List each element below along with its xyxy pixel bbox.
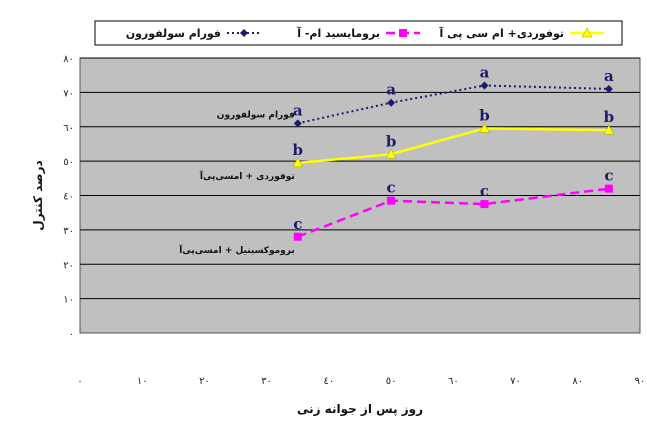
- y-tick-label: ٠: [69, 329, 74, 340]
- y-tick-label: ٨٠: [63, 54, 74, 65]
- significance-letter: b: [479, 106, 490, 124]
- data-point: [480, 81, 489, 90]
- x-tick-label: ٧٠: [510, 376, 521, 387]
- data-point: [399, 29, 407, 37]
- legend-entry: توفوردی+ ام سی پی آ: [438, 26, 604, 40]
- y-tick-label: ٢٠: [63, 260, 74, 271]
- significance-letter: a: [604, 67, 614, 85]
- series-line: [297, 187, 610, 238]
- data-point: [293, 232, 302, 241]
- significance-letter: c: [480, 182, 489, 200]
- y-tick-label: ٥٠: [63, 157, 74, 168]
- x-tick-label: ٩٠: [635, 376, 646, 387]
- y-axis-ticks: ٠ ١٠ ٢٠ ٣٠ ٤٠ ٥٠ ٦٠ ٧٠ ٨٠: [63, 54, 74, 340]
- data-point: [292, 157, 304, 168]
- x-tick-label: ٨٠: [572, 376, 583, 387]
- legend-label: فورام سولفورون: [126, 27, 221, 40]
- legend-entry: فورام سولفورون: [126, 27, 261, 40]
- data-point: [387, 98, 396, 107]
- significance-letter: c: [293, 215, 302, 233]
- series-1: c c c c بروموکسینیل + امسی‌پی‌آ: [178, 167, 613, 256]
- x-tick-label: ٥٠: [386, 376, 397, 387]
- x-axis-title: روز پس از جوانه زنی: [297, 402, 423, 417]
- y-tick-label: ٧٠: [63, 88, 74, 99]
- y-tick-label: ١٠: [63, 295, 74, 306]
- series-inline-label: فورام سولفورون: [217, 110, 295, 120]
- legend-label: توفوردی+ ام سی پی آ: [438, 26, 564, 40]
- data-point: [479, 122, 490, 133]
- data-point: [387, 196, 396, 205]
- data-point: [581, 27, 593, 38]
- x-tick-label: ٣٠: [261, 376, 272, 387]
- series-line: [297, 127, 609, 165]
- significance-letter: b: [293, 141, 304, 159]
- y-tick-label: ٦٠: [63, 123, 74, 134]
- significance-letter: b: [386, 132, 397, 150]
- legend: توفوردی+ ام سی پی آ برومايسيد ام- آ فورام …: [94, 20, 623, 46]
- series-inline-label: بروموکسینیل + امسی‌پی‌آ: [178, 244, 295, 256]
- data-point: [480, 200, 489, 209]
- x-tick-label: ٢٠: [199, 376, 210, 387]
- x-tick-label: ٠: [77, 376, 82, 387]
- data-point: [240, 29, 248, 37]
- data-point: [293, 119, 302, 128]
- legend-box: [94, 20, 623, 46]
- legend-entry: برومايسيد ام- آ: [296, 26, 420, 40]
- x-tick-label: ١٠: [137, 376, 148, 387]
- significance-letter: c: [604, 167, 613, 185]
- data-point: [604, 184, 613, 193]
- series-2: b b b b توفوردی + امسی‌پی‌آ: [199, 106, 615, 182]
- significance-letter: a: [480, 64, 490, 82]
- legend-label: برومايسيد ام- آ: [296, 26, 380, 40]
- significance-letter: c: [387, 179, 396, 197]
- significance-letter: a: [293, 101, 303, 119]
- y-axis-title: درصد کنترل: [31, 160, 45, 230]
- significance-letter: a: [386, 81, 396, 99]
- y-tick-label: ٤٠: [63, 192, 74, 203]
- x-tick-label: ٦٠: [448, 376, 459, 387]
- series-inline-label: توفوردی + امسی‌پی‌آ: [199, 170, 295, 182]
- data-point: [603, 124, 615, 135]
- data-point: [385, 148, 397, 159]
- y-tick-label: ٣٠: [63, 226, 74, 237]
- data-point: [604, 84, 613, 93]
- x-axis-ticks: ٠ ١٠ ٢٠ ٣٠ ٤٠ ٥٠ ٦٠ ٧٠ ٨٠ ٩٠: [77, 376, 645, 387]
- significance-letter: b: [604, 108, 615, 126]
- x-tick-label: ٤٠: [324, 376, 335, 387]
